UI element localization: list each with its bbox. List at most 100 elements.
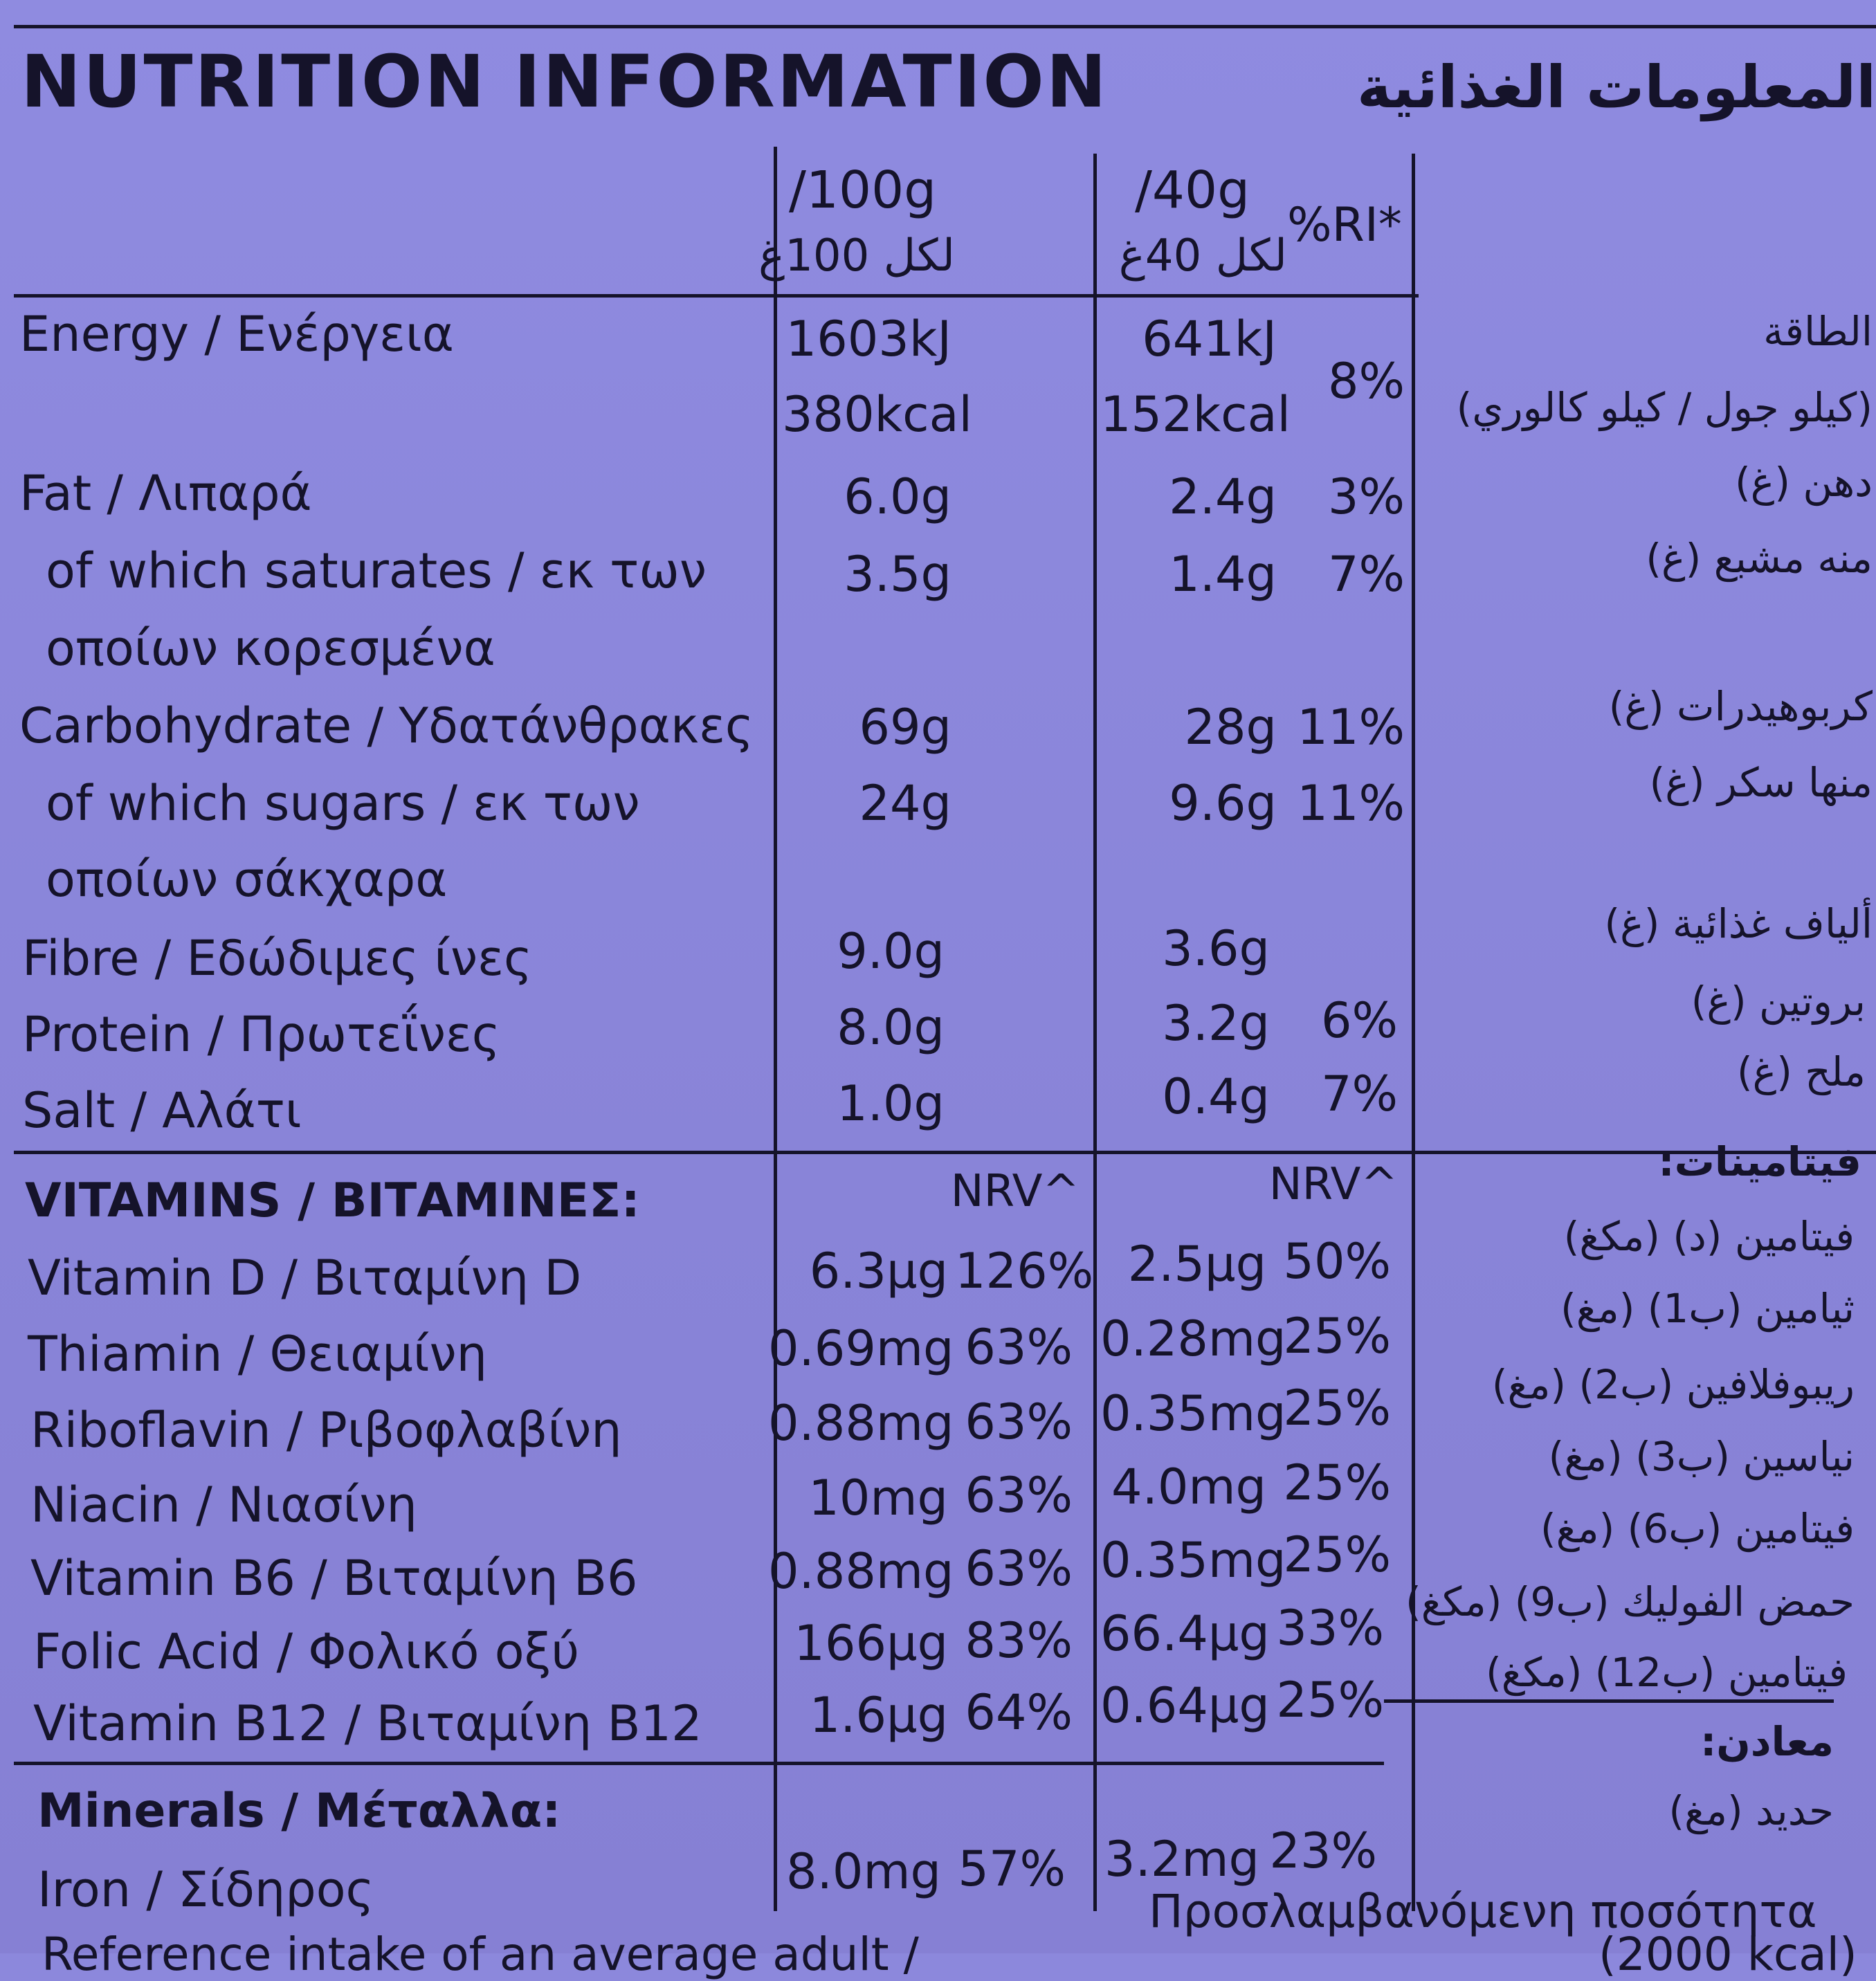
vitamin-per-40g: 4.0mg <box>1111 1459 1266 1515</box>
vitamin-nrv-40g: 50% <box>1283 1233 1391 1290</box>
nutrient-label-arabic: ملح (غ) <box>1736 1048 1866 1095</box>
page-title-arabic: المعلومات الغذائية <box>1356 53 1876 121</box>
column-divider-2 <box>1093 154 1097 1911</box>
nutrient-label: Fibre / Εδώδιμες ίνες <box>22 930 533 987</box>
vitamin-per-40g: 0.64µg <box>1100 1677 1270 1734</box>
nutrient-label-arabic: (كيلو جول / كيلو كالوري) <box>1456 384 1873 431</box>
column-header-per-40g-arabic: لكل 40غ <box>1118 230 1287 282</box>
mineral-per-40g: 3.2mg <box>1104 1831 1259 1888</box>
page-title: NUTRITION INFORMATION <box>21 39 1109 124</box>
mineral-nrv-100g: 57% <box>958 1841 1066 1897</box>
vitamin-label-arabic: ريبوفلافين (ب2) (مغ) <box>1491 1361 1855 1408</box>
vitamin-label-arabic: فيتامين (ب12) (مكغ) <box>1486 1649 1848 1696</box>
mineral-label-arabic: حديد (مغ) <box>1668 1787 1834 1834</box>
minerals-divider <box>14 1762 1384 1765</box>
column-divider-3 <box>1412 154 1415 1911</box>
nutrient-label: of which sugars / εκ των <box>46 775 640 832</box>
vitamin-per-100g: 0.69mg <box>768 1320 954 1377</box>
vitamin-label: Vitamin B6 / Βιταμίνη B6 <box>30 1550 638 1607</box>
vitamin-nrv-100g: 63% <box>965 1467 1073 1524</box>
vitamin-nrv-100g: 63% <box>965 1319 1073 1376</box>
footnote-line2-right: (2000 kcal) <box>1599 1928 1857 1981</box>
nutrient-label: οποίων κορεσμένα <box>46 620 495 677</box>
vitamin-label-arabic: حمض الفوليك (ب9) (مكغ) <box>1405 1578 1855 1625</box>
nutrient-per-40g: 2.4g <box>1169 468 1277 525</box>
vitamin-nrv-40g: 33% <box>1276 1600 1384 1656</box>
nutrient-label-arabic: الطاقة <box>1763 308 1873 355</box>
vitamins-divider <box>14 1151 1876 1154</box>
vitamin-label-arabic: فيتامين (د) (مكغ) <box>1563 1213 1855 1260</box>
vitamin-label-arabic: نياسين (ب3) (مغ) <box>1548 1433 1855 1480</box>
nutrient-per-100g: 6.0g <box>844 468 951 525</box>
vitamin-per-100g: 0.88mg <box>768 1543 954 1600</box>
nutrient-per-100g: 24g <box>859 775 951 832</box>
nutrient-per-40g: 3.6g <box>1162 920 1270 977</box>
nutrient-per-100g: 1.0g <box>837 1075 945 1132</box>
nrv-header-100g: NRV^ <box>950 1166 1080 1217</box>
nutrient-label: οποίων σάκχαρα <box>46 851 448 908</box>
header-divider <box>14 294 1419 298</box>
vitamin-per-100g: 6.3µg <box>809 1243 948 1299</box>
nutrient-per-100g: 1603kJ <box>785 311 951 367</box>
vitamin-per-100g: 1.6µg <box>809 1687 948 1744</box>
column-header-per-100g: /100g <box>789 161 937 220</box>
nutrient-label-arabic: منها سكر (غ) <box>1649 759 1873 806</box>
vitamin-label-arabic: فيتامين (ب6) (مغ) <box>1540 1505 1855 1552</box>
nutrient-label-arabic: منه مشبع (غ) <box>1646 535 1873 582</box>
top-divider <box>14 25 1876 28</box>
column-header-per-40g: /40g <box>1135 161 1250 220</box>
nutrient-ri: 11% <box>1297 775 1405 832</box>
vitamin-per-40g: 66.4µg <box>1100 1605 1270 1662</box>
nutrient-ri: 11% <box>1297 699 1405 756</box>
vitamin-label: Folic Acid / Φολικό οξύ <box>33 1623 580 1680</box>
footnote-line2-left: Reference intake of an average adult / <box>42 1928 919 1981</box>
mineral-per-100g: 8.0mg <box>786 1843 941 1900</box>
vitamin-per-40g: 0.35mg <box>1100 1532 1286 1589</box>
vitamin-label: Vitamin D / Βιταμίνη D <box>28 1250 582 1306</box>
nutrient-ri: 3% <box>1327 468 1405 525</box>
vitamins-heading: VITAMINS / ΒΙΤΑΜΙΝΕΣ: <box>25 1174 640 1228</box>
vitamin-per-40g: 0.28mg <box>1100 1311 1286 1367</box>
vitamin-per-100g: 0.88mg <box>768 1395 954 1452</box>
nutrient-label-arabic: دهن (غ) <box>1735 459 1873 506</box>
vitamin-nrv-40g: 25% <box>1283 1380 1391 1436</box>
nutrient-ri: 7% <box>1320 1066 1398 1122</box>
nutrient-label-arabic: كربوهيدرات (غ) <box>1608 683 1873 730</box>
nutrient-per-40g: 1.4g <box>1169 546 1277 603</box>
nutrient-per-100g: 380kcal <box>782 386 972 443</box>
vitamin-nrv-40g: 25% <box>1283 1454 1391 1511</box>
nutrient-label: Protein / Πρωτεΐνες <box>22 1006 500 1063</box>
nutrient-ri: 8% <box>1327 353 1405 410</box>
vitamin-nrv-40g: 25% <box>1283 1526 1391 1583</box>
vitamin-per-100g: 10mg <box>808 1470 948 1526</box>
nutrient-per-100g: 8.0g <box>837 999 945 1056</box>
mineral-nrv-40g: 23% <box>1269 1823 1377 1879</box>
vitamin-nrv-40g: 25% <box>1283 1308 1391 1364</box>
nutrient-label: of which saturates / εκ των <box>46 542 707 599</box>
vitamin-label-arabic: ثيامين (ب1) (مغ) <box>1560 1285 1855 1332</box>
nutrient-label: Energy / Ενέργεια <box>19 306 454 363</box>
nutrient-per-40g: 28g <box>1184 699 1277 756</box>
nutrient-label-arabic: بروتين (غ) <box>1691 978 1866 1025</box>
vitamin-label: Niacin / Νιασίνη <box>30 1477 417 1533</box>
nutrient-per-40g: 9.6g <box>1169 775 1277 832</box>
vitamin-nrv-40g: 25% <box>1276 1672 1384 1728</box>
vitamin-label: Riboflavin / Ριβοφλαβίνη <box>30 1402 622 1459</box>
minerals-heading: Minerals / Μέταλλα: <box>37 1784 561 1838</box>
nutrient-ri: 7% <box>1327 546 1405 603</box>
nutrient-label: Fat / Λιπαρά <box>19 465 312 522</box>
nutrient-per-40g: 641kJ <box>1142 311 1277 367</box>
nutrient-per-100g: 9.0g <box>837 923 945 980</box>
nutrient-label-arabic: ألياف غذائية (غ) <box>1604 900 1873 947</box>
vitamin-label: Vitamin B12 / Βιταμίνη B12 <box>33 1695 702 1752</box>
nutrient-ri: 6% <box>1320 992 1398 1049</box>
nutrient-per-40g: 152kcal <box>1100 386 1291 443</box>
column-header-per-100g-arabic: لكل 100غ <box>758 230 955 282</box>
vitamin-nrv-100g: 63% <box>965 1540 1073 1597</box>
minerals-heading-arabic: معادن: <box>1700 1718 1834 1765</box>
nutrient-per-100g: 69g <box>859 699 951 756</box>
vitamin-nrv-100g: 63% <box>965 1394 1073 1450</box>
mineral-label: Iron / Σίδηρος <box>37 1861 374 1918</box>
nutrient-per-100g: 3.5g <box>844 546 951 603</box>
